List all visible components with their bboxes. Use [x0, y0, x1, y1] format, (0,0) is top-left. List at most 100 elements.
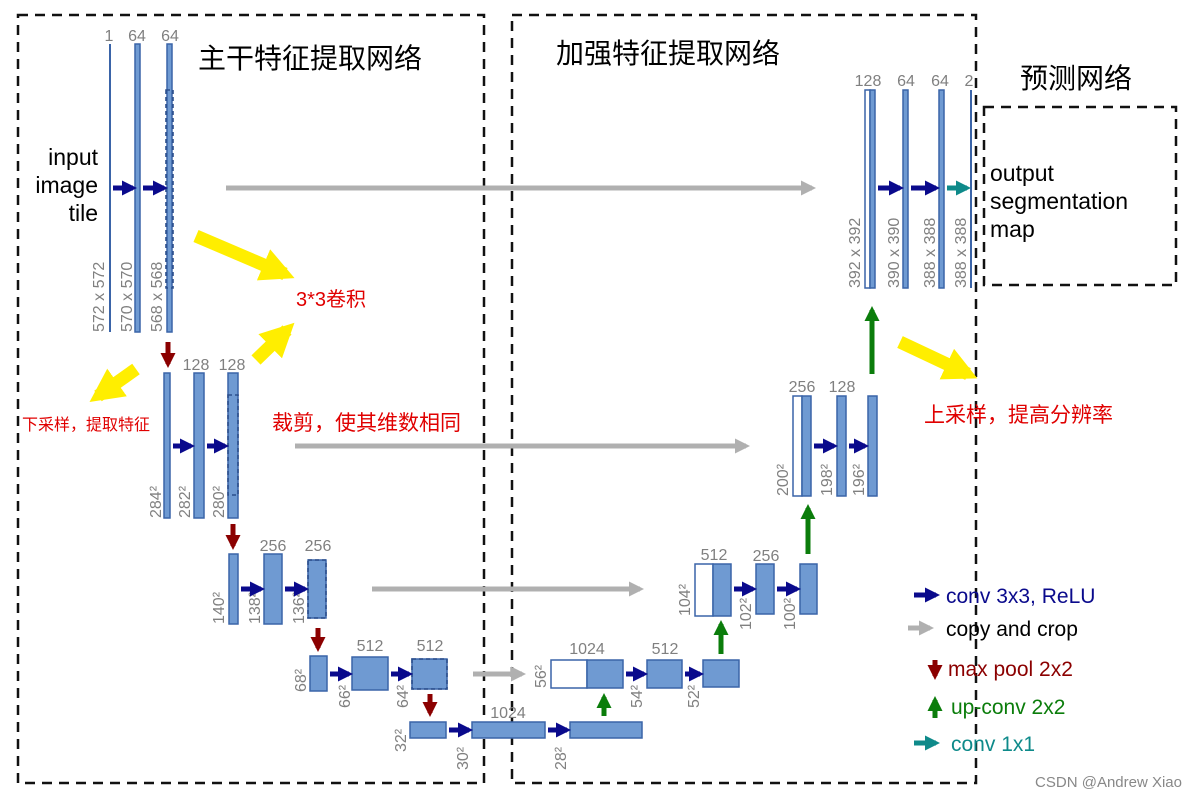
size-u4-3: 52²	[686, 684, 703, 708]
input-label-line1: input	[48, 144, 98, 170]
channel-l4-1: 512	[357, 638, 384, 655]
size-l4-1: 68²	[293, 668, 310, 692]
size-u3-2: 102²	[738, 597, 755, 630]
legend-conv-label: conv 3x3, ReLU	[946, 585, 1095, 608]
fmap-u1-conv2	[938, 89, 945, 289]
encoder-title: 主干特征提取网络	[198, 43, 422, 74]
size-l2-3: 280²	[211, 485, 228, 518]
channel-u3-1: 512	[701, 547, 728, 564]
decoder-section-box	[510, 13, 978, 785]
highlight-arrow-upsample	[897, 336, 978, 380]
fmap-u2-upconv	[801, 395, 812, 497]
channel-u1-4: 2	[965, 73, 974, 90]
channel-l1-3: 64	[161, 28, 179, 45]
fmap-l4-conv1	[351, 656, 389, 691]
fmap-l3-conv2	[307, 559, 327, 619]
channel-u1-2: 64	[897, 73, 915, 90]
decoder-title: 加强特征提取网络	[556, 38, 780, 69]
fmap-l5-conv1	[471, 721, 546, 739]
fmap-l4-conv2	[411, 658, 448, 690]
size-u3-3: 100²	[782, 597, 799, 630]
channel-u4-1: 1024	[569, 641, 605, 658]
predict-title: 预测网络	[1020, 63, 1132, 94]
channel-u2-2: 128	[829, 379, 856, 396]
size-l5-1: 32²	[393, 728, 410, 752]
size-u4-2: 54²	[629, 684, 646, 708]
fmap-u3-conv1	[755, 563, 775, 615]
fmap-l3-pool	[228, 553, 239, 625]
fmap-l3-conv1	[263, 553, 283, 625]
legend-copy-label: copy and crop	[946, 618, 1078, 641]
channel-u2-1: 256	[789, 379, 816, 396]
legend-up-label: up-conv 2x2	[951, 696, 1065, 719]
size-u3-1: 104²	[677, 583, 694, 616]
highlight-arrow-conv-2	[251, 322, 295, 365]
size-l1-2: 570 x 570	[119, 262, 136, 332]
fmap-u3-conv2	[799, 563, 818, 615]
annotation-conv33: 3*3卷积	[296, 288, 366, 311]
fmap-u4-copied	[550, 659, 588, 689]
channel-l2-2: 128	[219, 357, 246, 374]
fmap-u3-upconv	[712, 563, 732, 617]
annotation-upsample: 上采样，提高分辨率	[924, 404, 1113, 427]
fmap-u1-output	[970, 90, 972, 288]
size-l2-1: 284²	[148, 485, 165, 518]
size-l4-3: 64²	[395, 684, 412, 708]
channel-l5-1: 1024	[490, 705, 526, 722]
fmap-l5-pool	[409, 721, 447, 739]
highlight-arrow-conv-1	[193, 230, 295, 281]
size-l1-3: 568 x 568	[149, 262, 166, 332]
fmap-u4-upconv	[586, 659, 624, 689]
size-l3-3: 136²	[291, 591, 308, 624]
legend-pool-label: max pool 2x2	[948, 658, 1073, 681]
size-u1-3: 388 x 388	[922, 218, 939, 288]
size-u2-2: 198²	[819, 463, 836, 496]
fmap-u1-conv1	[902, 89, 909, 289]
channel-l2-1: 128	[183, 357, 210, 374]
size-l1-1: 572 x 572	[91, 262, 108, 332]
legend: conv 3x3, ReLU copy and crop max pool 2x…	[908, 585, 1095, 756]
input-label-line2: image	[35, 172, 98, 198]
size-u2-3: 196²	[851, 463, 868, 496]
fmap-u2-copied	[792, 395, 803, 497]
output-label-line2: segmentation	[990, 188, 1128, 214]
output-label-line3: map	[990, 216, 1035, 242]
watermark: CSDN @Andrew Xiao	[1035, 774, 1182, 791]
channel-u3-2: 256	[753, 548, 780, 565]
predict-section-box	[982, 105, 1178, 287]
channel-l1-1: 1	[105, 28, 114, 45]
channel-u1-1: 128	[855, 73, 882, 90]
output-label-line1: output	[990, 160, 1055, 186]
channel-l4-2: 512	[417, 638, 444, 655]
fmap-l1-input	[109, 44, 111, 332]
size-u4-1: 56²	[533, 664, 550, 688]
legend-conv1x1-label: conv 1x1	[951, 733, 1035, 756]
fmap-l4-pool	[309, 655, 328, 692]
fmap-u1-upconv	[869, 89, 876, 289]
fmap-l5-conv2	[569, 721, 643, 739]
encoder-section-box	[16, 13, 486, 785]
fmap-u2-conv2	[867, 395, 878, 497]
channel-l3-1: 256	[260, 538, 287, 555]
size-l3-1: 140²	[211, 591, 228, 624]
size-u1-4: 388 x 388	[953, 218, 970, 288]
channel-l3-2: 256	[305, 538, 332, 555]
channel-l1-2: 64	[128, 28, 146, 45]
size-l4-2: 66²	[337, 684, 354, 708]
size-u1-1: 392 x 392	[847, 218, 864, 288]
highlight-arrow-downsample	[89, 363, 140, 403]
fmap-l2-conv1	[193, 372, 205, 519]
size-l2-2: 282²	[177, 485, 194, 518]
annotation-downsample: 下采样，提取特征	[22, 416, 150, 434]
size-l3-2: 138²	[247, 591, 264, 624]
size-l5-3: 28²	[553, 746, 570, 770]
size-u1-2: 390 x 390	[886, 218, 903, 288]
input-label-line3: tile	[69, 200, 98, 226]
size-u2-1: 200²	[775, 463, 792, 496]
size-l5-2: 30²	[455, 746, 472, 770]
fmap-l2-pool	[163, 372, 171, 519]
fmap-u2-conv1	[836, 395, 847, 497]
fmap-u4-conv2	[702, 659, 740, 688]
fmap-u3-copied	[694, 563, 714, 617]
